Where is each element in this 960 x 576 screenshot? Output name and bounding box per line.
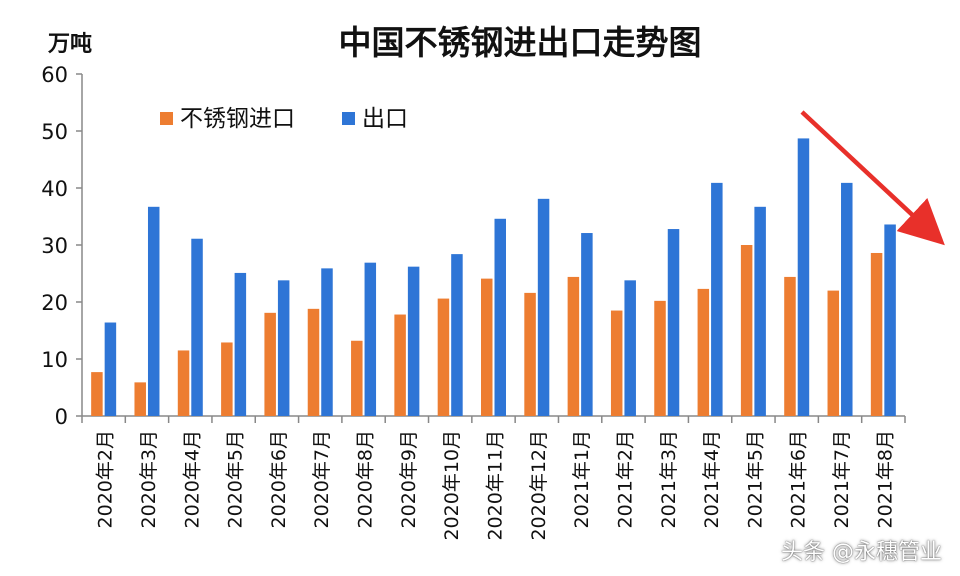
x-tick-labels: 2020年2月 2020年3月 2020年4月 2020年5月 2020年6月 2020年…	[95, 430, 897, 541]
x-tick-label: 2020年3月	[138, 430, 160, 528]
x-tick-label: 2021年5月	[744, 430, 766, 528]
x-tick-label: 2021年7月	[831, 430, 853, 528]
x-tick-label: 2020年11月	[485, 430, 507, 541]
export-bar	[754, 206, 766, 416]
legend-label-export: 出口	[362, 106, 408, 132]
y-tick-label: 60	[41, 63, 68, 87]
x-tick-label: 2021年4月	[701, 430, 723, 528]
import-bar	[134, 382, 146, 416]
x-tick-label: 2020年4月	[181, 430, 203, 528]
x-tick-label: 2021年2月	[614, 430, 636, 528]
import-bar	[827, 290, 840, 416]
import-bar	[697, 288, 710, 416]
red-arrow-annotation	[800, 110, 945, 246]
import-bar	[307, 308, 320, 416]
export-bar	[711, 182, 723, 416]
watermark-text: 头条 @永穗管业	[781, 540, 942, 565]
import-bar	[654, 300, 666, 416]
export-bar	[884, 224, 896, 416]
export-bar	[797, 138, 810, 416]
legend: 不锈钢进口 出口	[160, 106, 408, 132]
export-bar	[451, 254, 463, 416]
x-tick-label: 2020年6月	[268, 430, 290, 528]
export-bar	[147, 206, 160, 416]
import-bar	[567, 276, 580, 416]
bars	[91, 138, 896, 416]
y-tick-label: 30	[41, 234, 68, 258]
export-bar	[321, 268, 333, 416]
export-bar	[667, 229, 680, 416]
chart-title: 中国不锈钢进出口走势图	[339, 23, 702, 62]
y-tick-label: 40	[41, 177, 68, 201]
export-bar	[537, 198, 550, 416]
y-tick-label: 10	[41, 348, 68, 372]
legend-label-import: 不锈钢进口	[180, 106, 295, 132]
import-bar	[481, 278, 493, 416]
import-bar	[91, 372, 103, 416]
export-bar	[841, 182, 853, 416]
export-bar	[581, 233, 593, 416]
legend-swatch-export	[342, 112, 355, 125]
legend-swatch-import	[160, 112, 173, 125]
x-tick-label: 2020年9月	[398, 430, 420, 528]
export-bar	[624, 280, 636, 416]
export-bar	[407, 266, 420, 416]
export-bar	[191, 238, 203, 416]
export-bar	[364, 262, 377, 416]
y-tick-label: 0	[55, 405, 68, 429]
axes: 0 10 20 30 40 50 60	[41, 63, 906, 429]
import-bar	[784, 276, 796, 416]
y-axis-unit: 万吨	[47, 32, 92, 57]
x-tick-label: 2020年7月	[311, 430, 333, 528]
export-bar	[234, 272, 247, 416]
import-bar	[524, 292, 536, 416]
x-tick-label: 2020年5月	[225, 430, 247, 528]
export-bar	[277, 280, 290, 416]
import-bar	[351, 340, 363, 416]
x-tick-label: 2020年8月	[355, 430, 377, 528]
import-bar	[177, 350, 190, 416]
x-tick-label: 2020年12月	[528, 430, 550, 541]
import-bar	[264, 312, 276, 416]
import-bar	[870, 252, 883, 416]
x-tick-label: 2020年10月	[441, 430, 463, 541]
x-tick-label: 2021年3月	[658, 430, 680, 528]
x-tick-label: 2021年6月	[788, 430, 810, 528]
import-bar	[740, 245, 753, 416]
import-bar	[437, 298, 450, 416]
export-bar	[104, 322, 117, 416]
import-bar	[610, 310, 623, 416]
export-bar	[494, 218, 506, 416]
import-bar	[221, 342, 233, 416]
x-tick-label: 2021年1月	[571, 430, 593, 528]
import-bar	[394, 314, 406, 416]
y-tick-label: 20	[41, 291, 68, 315]
x-tick-label: 2020年2月	[95, 430, 117, 528]
y-tick-label: 50	[41, 120, 68, 144]
x-tick-label: 2021年8月	[874, 430, 896, 528]
